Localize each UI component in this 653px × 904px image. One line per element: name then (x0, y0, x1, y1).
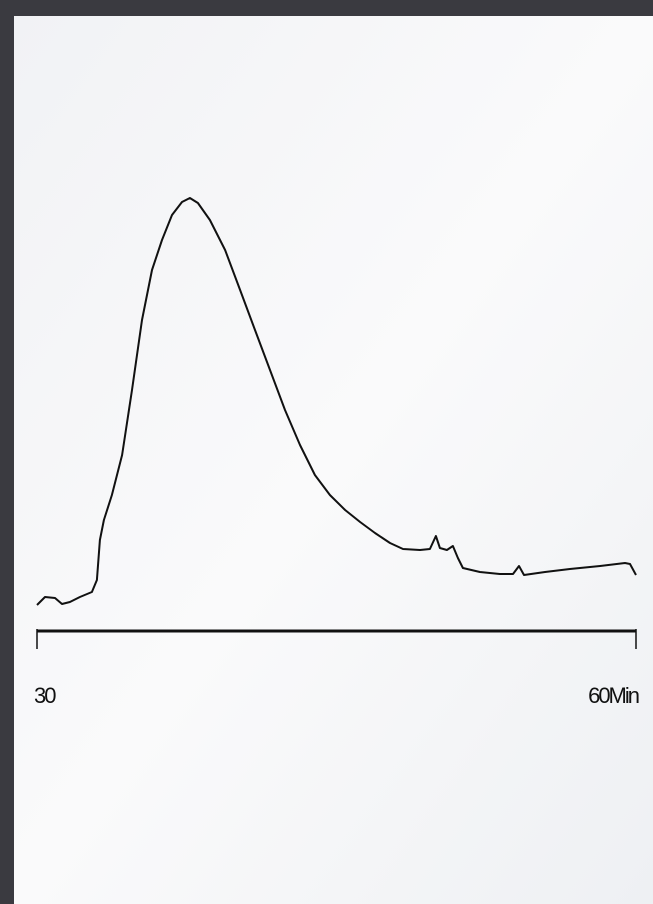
paper (14, 16, 653, 904)
x-tick-label: 30 (34, 683, 56, 708)
x-tick-label: 60Min (588, 683, 639, 708)
signal-line (36, 197, 637, 606)
